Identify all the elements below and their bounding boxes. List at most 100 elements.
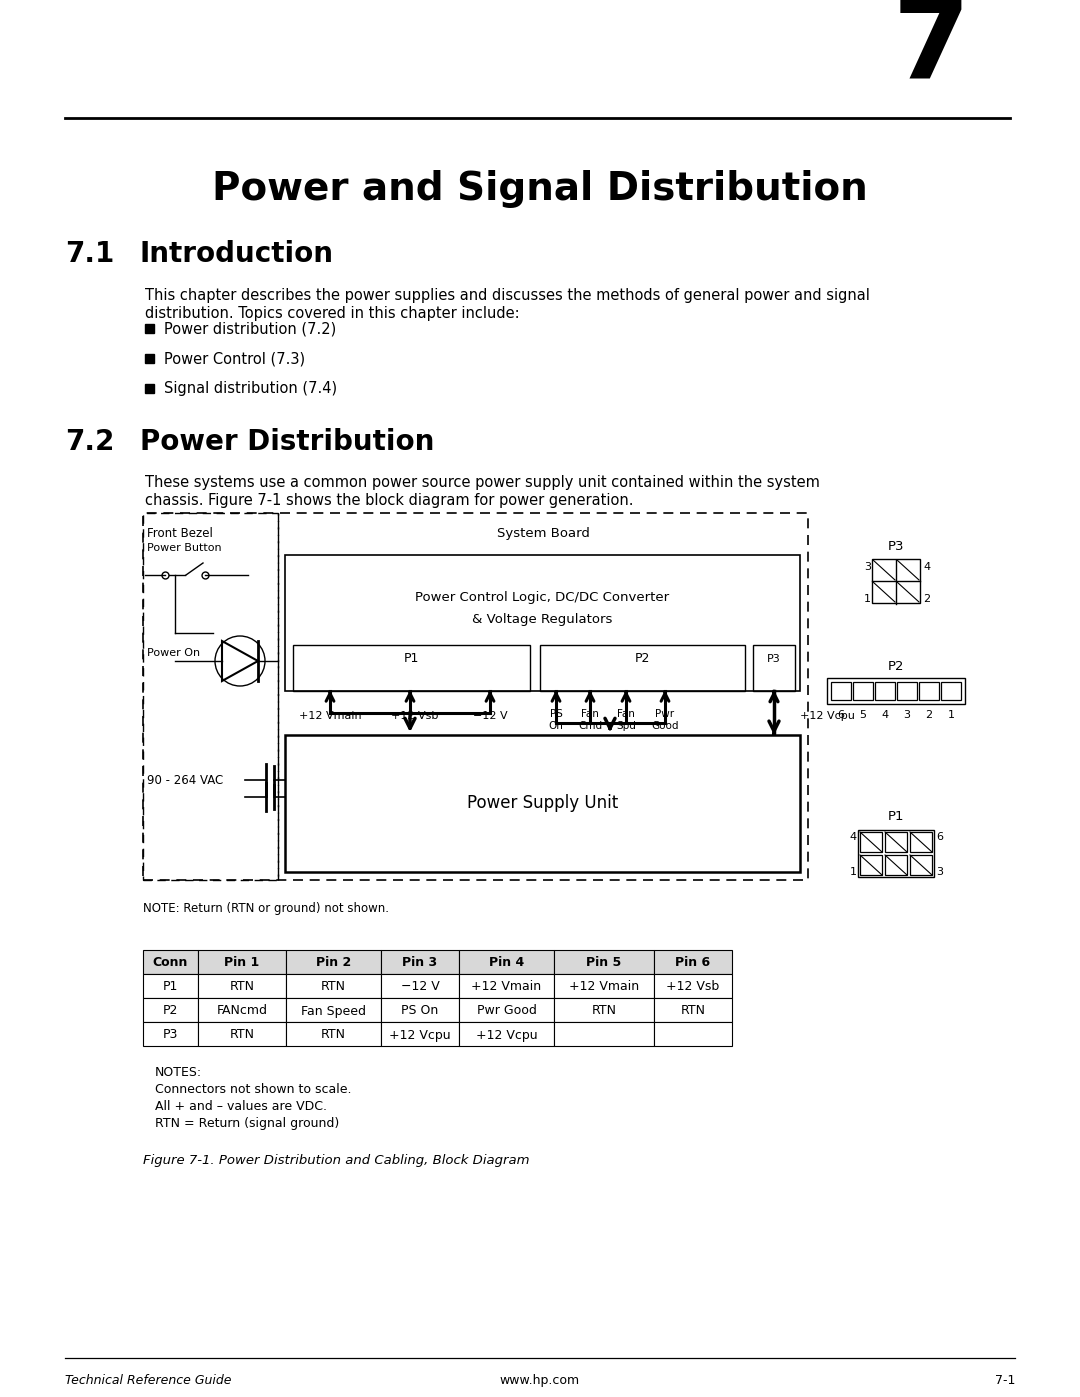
Text: NOTE: Return (RTN or ground) not shown.: NOTE: Return (RTN or ground) not shown. xyxy=(143,902,389,915)
Text: RTN: RTN xyxy=(592,1004,617,1017)
Bar xyxy=(198,950,286,974)
Bar xyxy=(897,682,917,700)
Bar xyxy=(860,833,882,852)
Text: Power Supply Unit: Power Supply Unit xyxy=(467,793,618,812)
Text: 7: 7 xyxy=(893,0,970,101)
Text: P3: P3 xyxy=(888,541,904,553)
Text: P2: P2 xyxy=(888,659,904,673)
Bar xyxy=(459,950,554,974)
Text: All + and – values are VDC.: All + and – values are VDC. xyxy=(156,1099,327,1113)
Text: 7-1: 7-1 xyxy=(995,1375,1015,1387)
Text: These systems use a common power source power supply unit contained within the s: These systems use a common power source … xyxy=(145,475,820,490)
Text: Pin 5: Pin 5 xyxy=(586,957,622,970)
Text: Fan Speed: Fan Speed xyxy=(301,1004,366,1017)
Bar xyxy=(198,974,286,997)
Text: Pwr
Good: Pwr Good xyxy=(651,710,678,731)
Text: Power On: Power On xyxy=(147,648,200,658)
Text: Power distribution (7.2): Power distribution (7.2) xyxy=(164,321,336,337)
Text: 5: 5 xyxy=(860,710,866,719)
Text: RTN = Return (signal ground): RTN = Return (signal ground) xyxy=(156,1118,339,1130)
Text: Figure 7-1. Power Distribution and Cabling, Block Diagram: Figure 7-1. Power Distribution and Cabli… xyxy=(143,1154,529,1166)
Text: www.hp.com: www.hp.com xyxy=(500,1375,580,1387)
Text: FANcmd: FANcmd xyxy=(216,1004,268,1017)
Text: distribution. Topics covered in this chapter include:: distribution. Topics covered in this cha… xyxy=(145,306,519,321)
Bar xyxy=(293,645,530,692)
Bar xyxy=(872,559,920,604)
Text: & Voltage Regulators: & Voltage Regulators xyxy=(472,613,612,626)
Bar xyxy=(286,1023,381,1046)
Text: 7.1: 7.1 xyxy=(65,240,114,268)
Bar xyxy=(654,1023,732,1046)
Bar xyxy=(285,735,800,872)
Text: +12 Vmain: +12 Vmain xyxy=(299,711,362,721)
Bar xyxy=(858,830,934,877)
Text: Pin 6: Pin 6 xyxy=(675,957,711,970)
Text: +12 Vcpu: +12 Vcpu xyxy=(800,711,855,721)
Bar xyxy=(143,1023,198,1046)
Bar xyxy=(143,950,198,974)
Bar xyxy=(554,1023,654,1046)
Text: P3: P3 xyxy=(767,654,781,664)
Bar xyxy=(381,997,459,1023)
Text: RTN: RTN xyxy=(321,981,346,993)
Bar xyxy=(885,855,907,875)
Bar xyxy=(286,974,381,997)
Bar xyxy=(459,997,554,1023)
Bar xyxy=(885,833,907,852)
Bar xyxy=(540,645,745,692)
Text: PS
On: PS On xyxy=(549,710,564,731)
Text: System Board: System Board xyxy=(497,527,590,541)
Text: RTN: RTN xyxy=(321,1028,346,1042)
Text: Power Control Logic, DC/DC Converter: Power Control Logic, DC/DC Converter xyxy=(416,591,670,604)
Bar xyxy=(860,855,882,875)
Bar xyxy=(286,950,381,974)
Bar xyxy=(827,678,966,704)
Bar xyxy=(198,997,286,1023)
Text: P1: P1 xyxy=(888,810,904,823)
Text: 2: 2 xyxy=(926,710,932,719)
Bar xyxy=(381,950,459,974)
Text: 6: 6 xyxy=(837,710,845,719)
Text: Introduction: Introduction xyxy=(140,240,334,268)
Text: P3: P3 xyxy=(163,1028,178,1042)
Text: P2: P2 xyxy=(635,652,650,665)
Bar xyxy=(459,1023,554,1046)
Bar xyxy=(831,682,851,700)
Text: 3: 3 xyxy=(904,710,910,719)
Text: 4: 4 xyxy=(881,710,889,719)
Text: 1: 1 xyxy=(947,710,955,719)
Text: Front Bezel: Front Bezel xyxy=(147,527,213,541)
Bar xyxy=(654,950,732,974)
Text: This chapter describes the power supplies and discusses the methods of general p: This chapter describes the power supplie… xyxy=(145,288,869,303)
Text: Power and Signal Distribution: Power and Signal Distribution xyxy=(212,170,868,208)
Bar xyxy=(554,974,654,997)
Text: −12 V: −12 V xyxy=(473,711,508,721)
Text: Pin 3: Pin 3 xyxy=(403,957,437,970)
Text: Pin 4: Pin 4 xyxy=(489,957,524,970)
Text: Technical Reference Guide: Technical Reference Guide xyxy=(65,1375,231,1387)
Text: 3: 3 xyxy=(864,562,870,571)
Bar xyxy=(143,974,198,997)
Text: Pin 1: Pin 1 xyxy=(225,957,259,970)
Text: 90 - 264 VAC: 90 - 264 VAC xyxy=(147,774,224,787)
Bar xyxy=(753,645,795,692)
Bar xyxy=(910,855,932,875)
Text: Fan
Cmd: Fan Cmd xyxy=(578,710,602,731)
Bar xyxy=(654,974,732,997)
Text: Fan
Spd: Fan Spd xyxy=(616,710,636,731)
Text: +12 Vmain: +12 Vmain xyxy=(472,981,541,993)
Text: Pwr Good: Pwr Good xyxy=(476,1004,537,1017)
Text: RTN: RTN xyxy=(680,1004,705,1017)
Bar xyxy=(198,1023,286,1046)
Bar xyxy=(554,997,654,1023)
Text: +12 Vcpu: +12 Vcpu xyxy=(475,1028,538,1042)
Text: +12 Vsb: +12 Vsb xyxy=(666,981,719,993)
Text: +12 Vcpu: +12 Vcpu xyxy=(389,1028,450,1042)
Text: Pin 2: Pin 2 xyxy=(315,957,351,970)
Text: 3: 3 xyxy=(936,868,943,877)
Text: RTN: RTN xyxy=(229,1028,255,1042)
Text: Conn: Conn xyxy=(152,957,188,970)
Text: 1: 1 xyxy=(850,868,858,877)
Text: P1: P1 xyxy=(404,652,419,665)
Text: chassis. Figure 7-1 shows the block diagram for power generation.: chassis. Figure 7-1 shows the block diag… xyxy=(145,493,634,509)
